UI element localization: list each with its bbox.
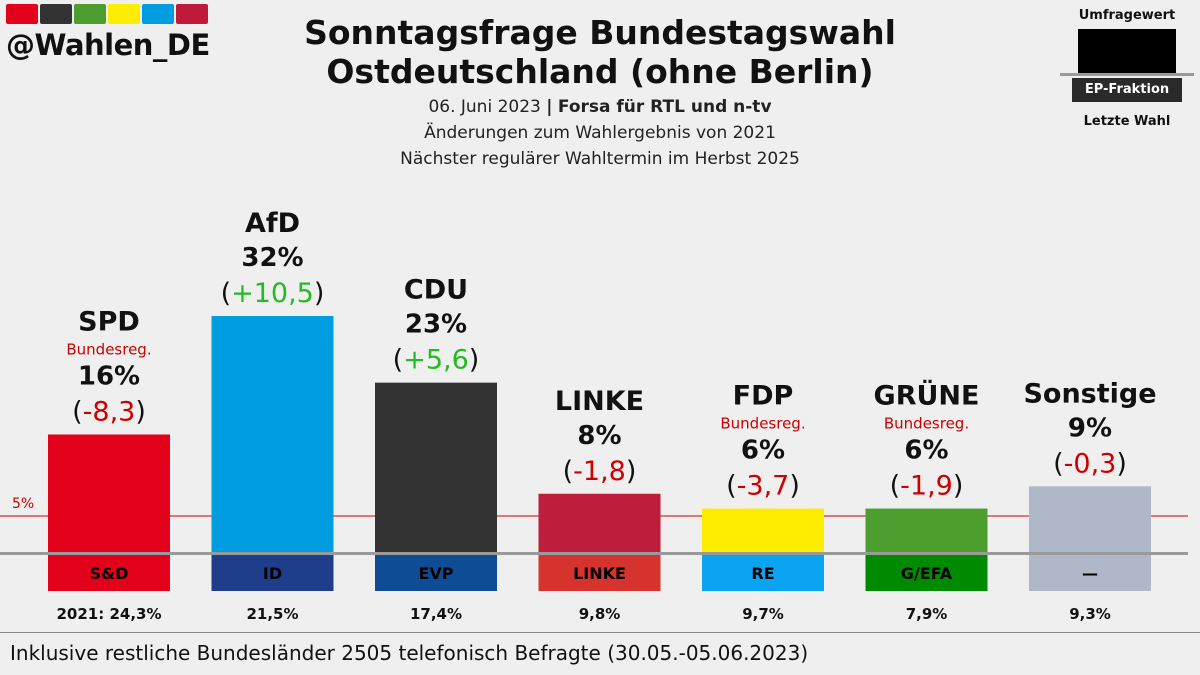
separator: |: [546, 97, 553, 117]
party-label: AfD: [245, 208, 300, 239]
group-label: G/EFA: [901, 564, 953, 583]
brand-stripes: [6, 4, 208, 24]
last-election-label: 7,9%: [906, 605, 948, 623]
bar-6: [1029, 486, 1151, 553]
footer-divider: [0, 632, 1200, 633]
threshold-label: 5%: [12, 496, 34, 512]
group-band: [375, 555, 497, 591]
group-band: [538, 555, 661, 591]
brand-stripe: [40, 4, 72, 24]
change-label: (-0,3): [1053, 448, 1127, 479]
chart-title-line1: Sonntagsfrage Bundestagswahl: [304, 13, 896, 52]
group-label: RE: [751, 564, 774, 583]
legend-ep-group: EP-Fraktion: [1072, 78, 1182, 102]
subtitle-next-election: Nächster regulärer Wahltermin im Herbst …: [400, 149, 800, 169]
change-label: (+5,6): [393, 345, 480, 376]
group-label: EVP: [418, 564, 453, 583]
legend-last-election: Letzte Wahl: [1083, 114, 1171, 129]
change-label: (+10,5): [221, 278, 325, 309]
last-election-label: 17,4%: [410, 605, 462, 623]
party-label: CDU: [404, 275, 468, 306]
baseline: [0, 552, 1188, 555]
party-label: FDP: [733, 381, 794, 412]
group-band: [702, 555, 824, 591]
legend-bar-swatch: [1078, 29, 1176, 73]
group-label: LINKE: [573, 564, 626, 583]
poll-institute: Forsa für RTL und n-tv: [557, 97, 772, 117]
group-band: [865, 555, 988, 591]
legend-baseline: [1060, 73, 1194, 76]
footer-note: Inklusive restliche Bundesländer 2505 te…: [10, 641, 809, 665]
govt-label: Bundesreg.: [884, 415, 969, 433]
last-election-label: 21,5%: [246, 605, 298, 623]
party-label: Sonstige: [1023, 378, 1156, 409]
bar-0: [48, 434, 170, 553]
value-label: 16%: [78, 362, 140, 392]
party-label: GRÜNE: [874, 379, 980, 412]
last-election-label: 9,7%: [742, 605, 784, 623]
group-label: —: [1082, 564, 1098, 583]
bar-4: [702, 508, 824, 553]
change-label: (-3,7): [726, 471, 800, 502]
group-band: [211, 555, 334, 591]
brand-stripe: [74, 4, 106, 24]
brand-stripe: [176, 4, 208, 24]
value-label: 23%: [405, 310, 467, 340]
group-label: S&D: [90, 564, 129, 583]
brand-stripe: [142, 4, 174, 24]
poll-date: 06. Juni 2023: [428, 97, 541, 117]
subtitle-change: Änderungen zum Wahlergebnis von 2021: [424, 123, 776, 143]
last-election-label: 9,3%: [1069, 605, 1111, 623]
value-label: 6%: [741, 436, 785, 466]
last-election-label: 9,8%: [579, 605, 621, 623]
govt-label: Bundesreg.: [720, 415, 805, 433]
bar-5: [865, 508, 988, 553]
value-label: 6%: [904, 436, 948, 466]
brand-stripe: [108, 4, 140, 24]
value-label: 8%: [577, 421, 621, 451]
last-election-label: 2021: 24,3%: [56, 605, 161, 623]
change-label: (-1,9): [890, 471, 964, 502]
brand-stripe: [6, 4, 38, 24]
value-label: 32%: [241, 243, 303, 273]
value-label: 9%: [1068, 413, 1112, 443]
bar-1: [211, 316, 334, 553]
change-label: (-8,3): [72, 397, 146, 428]
chart-date-line: 06. Juni 2023 | Forsa für RTL und n-tv: [0, 96, 1200, 118]
legend-poll-value: Umfragewert: [1078, 8, 1176, 23]
group-label: ID: [263, 564, 282, 583]
govt-label: Bundesreg.: [66, 341, 151, 359]
party-label: LINKE: [555, 386, 644, 417]
change-label: (-1,8): [563, 456, 637, 487]
group-band: [48, 555, 170, 591]
brand-handle: @Wahlen_DE: [6, 28, 210, 62]
chart-title-line2: Ostdeutschland (ohne Berlin): [326, 52, 874, 91]
bar-3: [538, 493, 661, 553]
group-band: [1029, 555, 1151, 591]
party-label: SPD: [78, 307, 140, 338]
legend: Umfragewert EP-Fraktion Letzte Wahl: [1060, 0, 1194, 129]
bar-2: [375, 382, 497, 553]
